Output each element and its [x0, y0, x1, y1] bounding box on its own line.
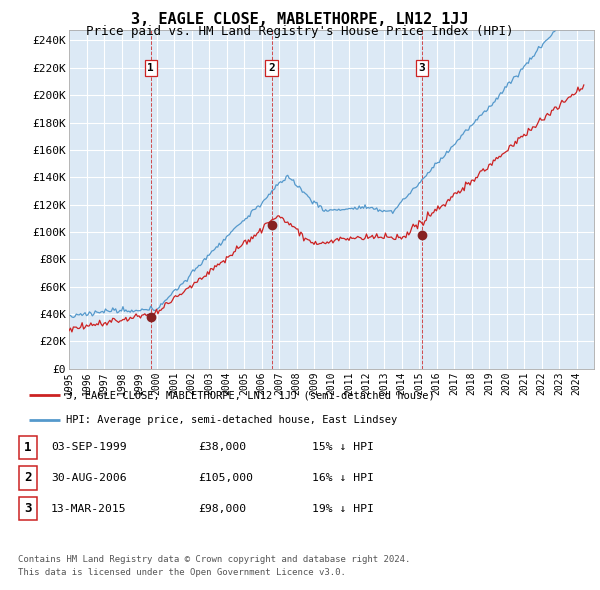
- Text: 3: 3: [24, 502, 32, 515]
- FancyBboxPatch shape: [19, 497, 37, 520]
- Text: 30-AUG-2006: 30-AUG-2006: [51, 473, 127, 483]
- Text: 1: 1: [148, 63, 154, 73]
- Text: Price paid vs. HM Land Registry's House Price Index (HPI): Price paid vs. HM Land Registry's House …: [86, 25, 514, 38]
- Text: 13-MAR-2015: 13-MAR-2015: [51, 504, 127, 513]
- Text: 15% ↓ HPI: 15% ↓ HPI: [312, 442, 374, 452]
- Text: 3, EAGLE CLOSE, MABLETHORPE, LN12 1JJ: 3, EAGLE CLOSE, MABLETHORPE, LN12 1JJ: [131, 12, 469, 27]
- Text: 3, EAGLE CLOSE, MABLETHORPE, LN12 1JJ (semi-detached house): 3, EAGLE CLOSE, MABLETHORPE, LN12 1JJ (s…: [66, 390, 434, 400]
- Text: 19% ↓ HPI: 19% ↓ HPI: [312, 504, 374, 513]
- Text: 2: 2: [268, 63, 275, 73]
- FancyBboxPatch shape: [19, 466, 37, 490]
- Text: £38,000: £38,000: [198, 442, 246, 452]
- Text: 3: 3: [419, 63, 425, 73]
- Text: £98,000: £98,000: [198, 504, 246, 513]
- Text: £105,000: £105,000: [198, 473, 253, 483]
- Text: This data is licensed under the Open Government Licence v3.0.: This data is licensed under the Open Gov…: [18, 568, 346, 576]
- Text: 16% ↓ HPI: 16% ↓ HPI: [312, 473, 374, 483]
- FancyBboxPatch shape: [19, 435, 37, 459]
- Text: 1: 1: [24, 441, 32, 454]
- Text: HPI: Average price, semi-detached house, East Lindsey: HPI: Average price, semi-detached house,…: [66, 415, 397, 425]
- Text: Contains HM Land Registry data © Crown copyright and database right 2024.: Contains HM Land Registry data © Crown c…: [18, 555, 410, 563]
- Text: 2: 2: [24, 471, 32, 484]
- Text: 03-SEP-1999: 03-SEP-1999: [51, 442, 127, 452]
